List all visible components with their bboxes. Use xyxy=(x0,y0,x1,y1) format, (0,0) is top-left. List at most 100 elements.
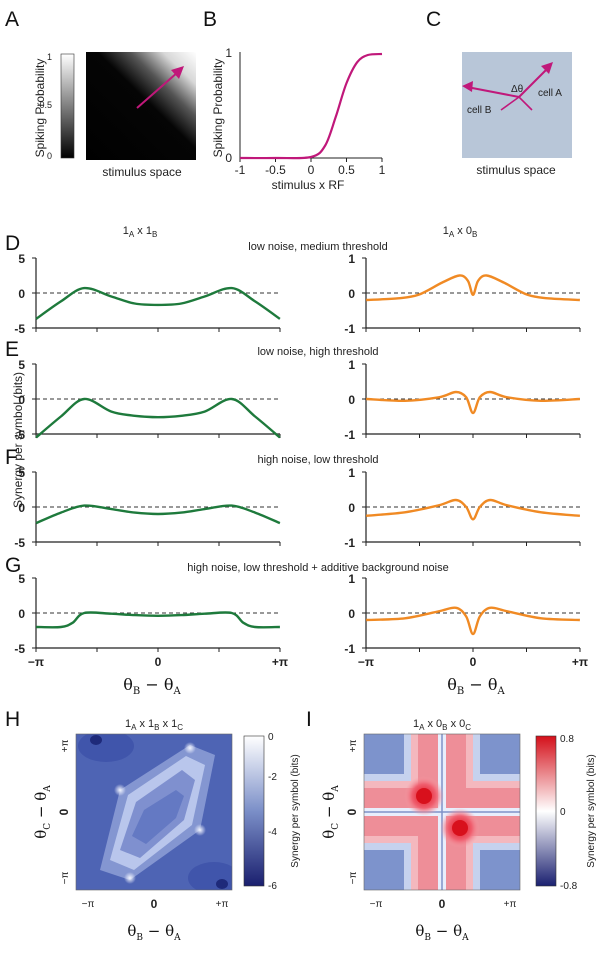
panel-h-ytick-0: 0 xyxy=(57,808,71,815)
y-tick-label: -1 xyxy=(344,642,355,656)
panel-b-xtick-label: -1 xyxy=(235,163,246,177)
series-line-e-right xyxy=(366,390,580,415)
panel-i-title: 1A x 0B x 0C xyxy=(413,718,471,732)
panel-b: 1 0 Spiking Probability -1 -0.5 0 0.5 1 stim… xyxy=(211,46,386,192)
panel-letter-i: I xyxy=(306,708,312,731)
panel-a-colorbar xyxy=(60,53,75,159)
panel-b-xtick-label: 0 xyxy=(308,163,315,177)
panel-letter-d: D xyxy=(5,232,20,255)
panel-i-xtick-plus-pi: +π xyxy=(504,899,517,910)
panel-letter-b: B xyxy=(203,8,217,31)
line-charts: 50-510-150-510-150-510-150-5−π 0 +π10-1−π 0… xyxy=(14,252,588,669)
panel-h-ylabel: θC − θA xyxy=(32,785,53,839)
row-title-g: high noise, low threshold + additive bac… xyxy=(187,562,448,574)
panel-b-ylabel: Spiking Probability xyxy=(211,59,225,158)
x-tick-label: 0 xyxy=(470,655,477,669)
panel-h: 1A x 1B x 1C −π 0 +π +π 0 −π θC − θA θB … xyxy=(32,718,301,943)
y-tick-label: 5 xyxy=(18,358,25,372)
panel-i-xlabel: θB − θA xyxy=(415,922,469,943)
panel-h-cbtick-6: -6 xyxy=(268,881,277,892)
panel-i-xtick-0: 0 xyxy=(439,897,446,911)
y-tick-label: 0 xyxy=(18,393,25,407)
row-title-d: low noise, medium threshold xyxy=(248,241,387,253)
y-tick-label: -1 xyxy=(344,536,355,550)
panel-letter-g: G xyxy=(5,554,21,577)
panel-c-arrowhead-cell-a xyxy=(541,62,553,74)
panel-c-arrow-cell-a xyxy=(518,67,549,98)
panel-b-xlabel: stimulus x RF xyxy=(272,178,345,192)
line-plot-d-left: 5 0 -5 xyxy=(14,252,281,336)
y-tick-label: 0 xyxy=(18,287,25,301)
y-tick-label: 5 xyxy=(18,466,25,480)
panel-a-arrow-shaft xyxy=(136,71,179,109)
panel-c-cell-b-label: cell B xyxy=(467,105,492,116)
panel-c-arrow-cell-b xyxy=(466,86,520,98)
x-tick-label: 0 xyxy=(155,655,162,669)
y-tick-label: -5 xyxy=(14,536,25,550)
row-title-f: high noise, low threshold xyxy=(257,454,378,466)
panel-i: 1A x 0B x 0C −π 0 +π +π 0 xyxy=(320,718,597,943)
line-plot-f-right: 1 0 -1 xyxy=(344,466,581,550)
y-tick-label: 0 xyxy=(348,501,355,515)
panel-c-angle-label: Δθ xyxy=(511,84,524,95)
panel-a-cbtick-05: 0.5 xyxy=(39,100,52,110)
x-tick-label: +π xyxy=(272,655,288,669)
panel-i-ytick-minus-pi: −π xyxy=(348,872,359,885)
y-tick-label: 1 xyxy=(348,358,355,372)
y-tick-label: 0 xyxy=(348,287,355,301)
panel-a-cbtick-1: 1 xyxy=(47,52,52,62)
panel-letter-f: F xyxy=(5,446,18,469)
y-tick-label: 5 xyxy=(18,572,25,586)
panel-letter-e: E xyxy=(5,338,19,361)
panel-a: 1 0.5 0 Spiking Probability stimulus spa… xyxy=(33,52,196,179)
line-plot-g-right: 1 0 -1−π 0 +π xyxy=(344,572,588,669)
y-tick-label: 0 xyxy=(348,393,355,407)
x-tick-label: +π xyxy=(572,655,588,669)
series-line-f-left xyxy=(35,504,281,525)
panel-h-cbtick-2: -2 xyxy=(268,772,277,783)
panel-c-cell-a-label: cell A xyxy=(538,88,562,99)
panel-a-arrow-head xyxy=(171,66,184,79)
y-tick-label: 5 xyxy=(18,252,25,266)
panel-b-sigmoid-curve xyxy=(239,52,383,160)
panel-h-heatmap xyxy=(76,734,232,890)
y-tick-label: -5 xyxy=(14,428,25,442)
y-tick-label: 0 xyxy=(18,607,25,621)
series-line-d-left xyxy=(35,286,281,320)
panel-h-cbtick-4: -4 xyxy=(268,827,277,838)
panel-b-ytick-1: 1 xyxy=(225,46,232,60)
panel-h-ytick-plus-pi: +π xyxy=(60,740,71,753)
panel-c-arrowhead-cell-b xyxy=(462,81,473,92)
panel-b-ytick-0: 0 xyxy=(225,151,232,165)
y-tick-label: -1 xyxy=(344,322,355,336)
panel-h-xtick-0: 0 xyxy=(151,897,158,911)
series-line-e-left xyxy=(35,397,281,439)
panel-i-ylabel: θC − θA xyxy=(320,785,341,839)
panel-h-xtick-plus-pi: +π xyxy=(216,899,229,910)
series-line-f-right xyxy=(365,498,581,521)
panel-h-xtick-minus-pi: −π xyxy=(82,899,95,910)
panel-h-colorbar xyxy=(243,735,265,887)
panel-c: Δθ cell B cell A stimulus space xyxy=(462,52,572,177)
line-plot-f-left: 5 0 -5 xyxy=(14,466,281,550)
panel-i-ytick-plus-pi: +π xyxy=(348,740,359,753)
series-line-d-right xyxy=(366,274,580,302)
series-line-g-right xyxy=(366,606,580,636)
y-tick-label: 0 xyxy=(18,501,25,515)
panel-h-xlabel: θB − θA xyxy=(127,922,181,943)
line-plot-e-left: 5 0 -5 xyxy=(14,358,281,442)
panel-h-cbtick-0: 0 xyxy=(268,732,274,743)
line-plot-e-right: 1 0 -1 xyxy=(344,358,581,442)
y-tick-label: -5 xyxy=(14,642,25,656)
y-tick-label: 1 xyxy=(348,466,355,480)
panel-i-colorbar-label: Synergy per symbol (bits) xyxy=(586,754,597,867)
panel-b-xticks: -1 -0.5 0 0.5 1 xyxy=(235,158,386,177)
panel-a-xlabel: stimulus space xyxy=(102,165,182,179)
line-plot-d-right: 1 0 -1 xyxy=(344,252,581,336)
panel-i-cbtick-0: 0 xyxy=(560,807,566,818)
x-tick-label: −π xyxy=(358,655,374,669)
panel-b-xtick-label: 1 xyxy=(379,163,386,177)
right-column-title: 1A x 0B xyxy=(443,225,478,239)
y-tick-label: -5 xyxy=(14,322,25,336)
